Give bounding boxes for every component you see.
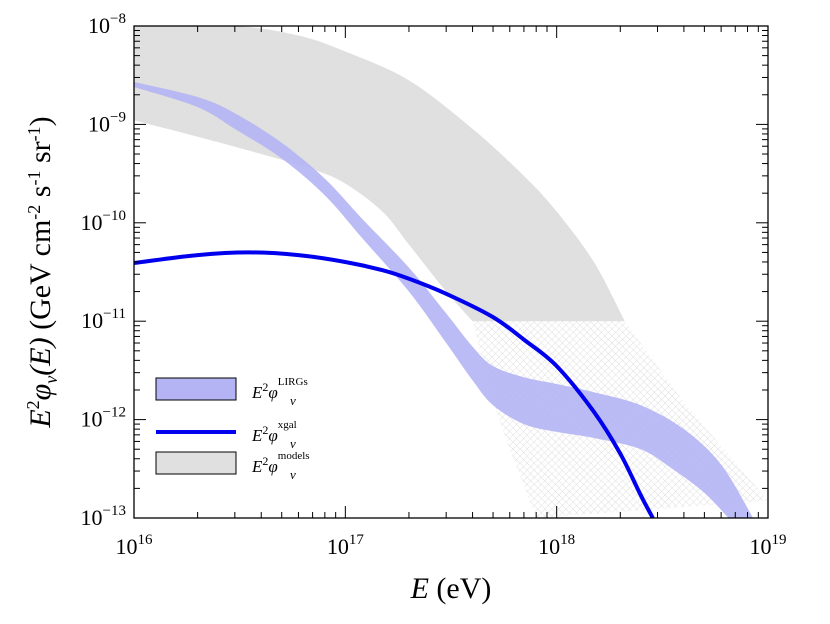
x-tick-label: 1016 bbox=[116, 532, 154, 559]
legend-label-lirgs: E2φLIRGs ν bbox=[251, 376, 308, 408]
x-tick-label: 1017 bbox=[327, 532, 365, 559]
xgal-line bbox=[134, 250, 655, 518]
plot-frame bbox=[133, 25, 769, 519]
legend-label-models: E2φmodels ν bbox=[251, 450, 310, 482]
legend-entry-xgal: E2φxgal ν bbox=[156, 419, 297, 451]
y-tick-label: 10−9 bbox=[88, 109, 126, 136]
legend-label-xgal: E2φxgal ν bbox=[251, 419, 297, 451]
plot-area bbox=[134, 26, 768, 518]
x-tick-label: 1019 bbox=[750, 532, 787, 559]
axis-labels: E (eV) E2φν(E) (GeV cm-2 s-1 sr-1) bbox=[23, 116, 491, 605]
ticks bbox=[133, 26, 768, 519]
y-axis-label: E2φν(E) (GeV cm-2 s-1 sr-1) bbox=[23, 116, 61, 428]
lirgs-band bbox=[134, 82, 754, 518]
y-tick-label: 10−12 bbox=[81, 405, 126, 432]
y-tick-label: 10−10 bbox=[81, 208, 126, 235]
y-tick-label: 10−11 bbox=[81, 306, 126, 333]
legend-entry-lirgs: E2φLIRGs ν bbox=[155, 376, 308, 408]
legend-entry-models: E2φmodels ν bbox=[155, 450, 310, 482]
x-axis-label: E (eV) bbox=[410, 572, 492, 605]
y-tick-label: 10−13 bbox=[81, 503, 126, 530]
x-tick-label: 1018 bbox=[538, 532, 575, 559]
legend-swatch-models bbox=[155, 451, 237, 475]
legend-swatch-lirgs bbox=[155, 377, 237, 401]
y-tick-label: 10−8 bbox=[88, 11, 126, 38]
models-band-hatch bbox=[134, 26, 625, 322]
axes: 1016 1017 1018 1019 10−13 10−12 10−11 10−10 10−9… bbox=[81, 11, 787, 559]
